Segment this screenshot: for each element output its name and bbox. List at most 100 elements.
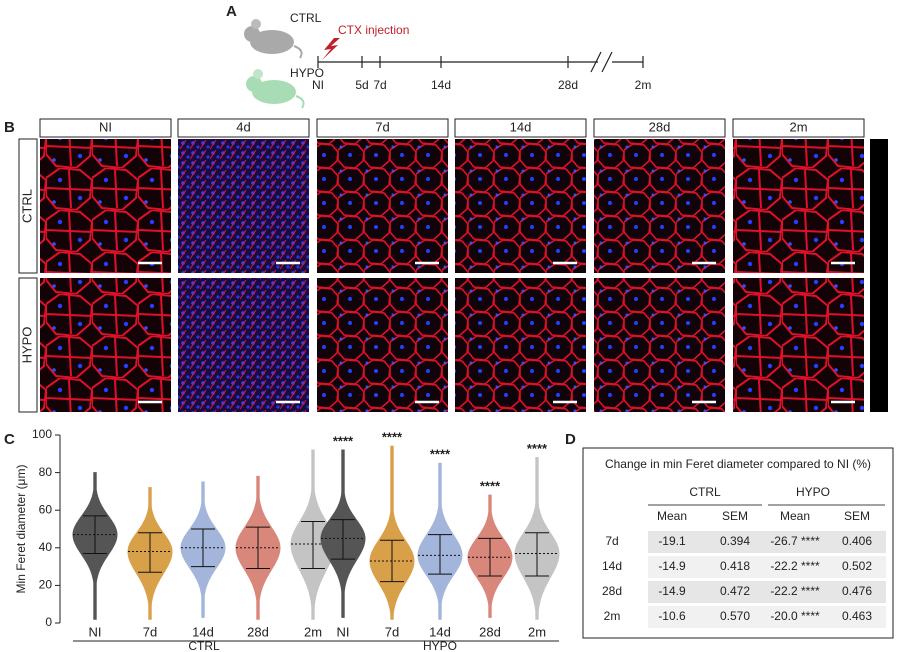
table-group: CTRL: [689, 485, 721, 499]
micrograph: [40, 139, 171, 273]
table-cell: 0.394: [720, 534, 750, 548]
table-cell: 0.463: [842, 609, 872, 623]
micrograph: [317, 139, 448, 273]
group-label: CTRL: [188, 639, 220, 652]
micrograph: [455, 278, 586, 412]
table-cell: -14.9: [658, 559, 686, 573]
micrograph: [317, 278, 448, 412]
timepoint-label: 2m: [635, 78, 652, 92]
panel-label: A: [226, 3, 237, 20]
x-tick-label: 7d: [143, 624, 157, 639]
column-header: 14d: [510, 119, 532, 134]
table-cell: -10.6: [658, 609, 686, 623]
table-column: Mean: [780, 509, 810, 523]
timeline: [317, 51, 644, 73]
x-tick-label: 2m: [528, 624, 546, 639]
x-tick-label: NI: [337, 624, 350, 639]
table-column: SEM: [844, 509, 870, 523]
timepoint-label: 14d: [431, 78, 451, 92]
column-header: 28d: [649, 119, 671, 134]
significance: ****: [333, 433, 354, 448]
table-cell: 0.418: [720, 559, 750, 573]
timepoint-label: 7d: [373, 78, 386, 92]
table-cell: 0.570: [720, 609, 750, 623]
significance: ****: [382, 430, 403, 445]
column-header: 4d: [236, 119, 250, 134]
group-label: HYPO: [423, 639, 457, 652]
column-header-box: [593, 118, 726, 138]
micrograph: [455, 139, 586, 273]
y-axis-label: Min Feret diameter (μm): [14, 465, 28, 594]
timepoint-label: 5d: [355, 78, 368, 92]
table-cell: -19.1: [658, 534, 686, 548]
row-shade: [648, 556, 886, 578]
table-title: Change in min Feret diameter compared to…: [605, 457, 871, 471]
significance: ****: [430, 447, 451, 462]
row-label: 2m: [604, 609, 621, 623]
y-tick-label: 20: [39, 578, 53, 592]
table-group: HYPO: [796, 485, 830, 499]
row-label: 7d: [605, 534, 618, 548]
significance: ****: [527, 441, 548, 456]
significance: ****: [480, 479, 501, 494]
row-header: CTRL: [19, 189, 34, 223]
column-header-box: [732, 118, 865, 138]
mouse-icon: [244, 19, 305, 109]
table-cell: -14.9: [658, 584, 686, 598]
micrograph: [733, 139, 864, 273]
table-cell: -22.2 ****: [770, 559, 820, 573]
row-header: HYPO: [19, 327, 34, 364]
panel-label: C: [4, 431, 15, 448]
y-tick-label: 0: [45, 615, 52, 629]
micrograph: [594, 139, 725, 273]
violin: [369, 445, 415, 620]
y-tick-label: 60: [39, 502, 53, 516]
table-column: SEM: [722, 509, 748, 523]
y-tick-label: 40: [39, 540, 53, 554]
lightning: [322, 38, 340, 60]
x-tick-label: 28d: [247, 624, 269, 639]
y-tick-label: 80: [39, 465, 53, 479]
column-header: NI: [99, 119, 112, 134]
x-tick-label: NI: [89, 624, 102, 639]
image-strip: [870, 139, 888, 412]
timepoint-label: NI: [312, 78, 324, 92]
group-label: CTRL: [290, 11, 322, 25]
table-column: Mean: [657, 509, 687, 523]
micrograph: [178, 278, 309, 412]
panel-label: B: [4, 119, 15, 136]
x-tick-label: 28d: [479, 624, 501, 639]
micrograph: [40, 278, 171, 412]
x-tick-label: 2m: [304, 624, 322, 639]
x-tick-label: 14d: [429, 624, 451, 639]
row-label: 28d: [602, 584, 622, 598]
row-shade: [648, 581, 886, 603]
micrograph: [178, 139, 309, 273]
table-cell: 0.476: [842, 584, 872, 598]
column-header-box: [39, 118, 172, 138]
row-shade: [648, 531, 886, 553]
column-header-box: [454, 118, 587, 138]
column-header: 7d: [375, 119, 389, 134]
column-header-box: [316, 118, 449, 138]
x-tick-label: 7d: [385, 624, 399, 639]
x-tick-label: 14d: [192, 624, 214, 639]
table-cell: 0.472: [720, 584, 750, 598]
table-cell: 0.502: [842, 559, 872, 573]
table-cell: -22.2 ****: [770, 584, 820, 598]
group-label: HYPO: [290, 66, 324, 80]
row-shade: [648, 606, 886, 628]
table-cell: -26.7 ****: [770, 534, 820, 548]
injection-label: CTX injection: [338, 23, 409, 37]
row-label: 14d: [602, 559, 622, 573]
table-cell: -20.0 ****: [770, 609, 820, 623]
table-cell: 0.406: [842, 534, 872, 548]
y-tick-label: 100: [32, 427, 52, 441]
micrograph: [594, 278, 725, 412]
column-header: 2m: [789, 119, 807, 134]
panel-label: D: [565, 431, 576, 448]
column-header-box: [177, 118, 310, 138]
micrograph: [733, 278, 864, 412]
row-header-box: [18, 138, 38, 274]
